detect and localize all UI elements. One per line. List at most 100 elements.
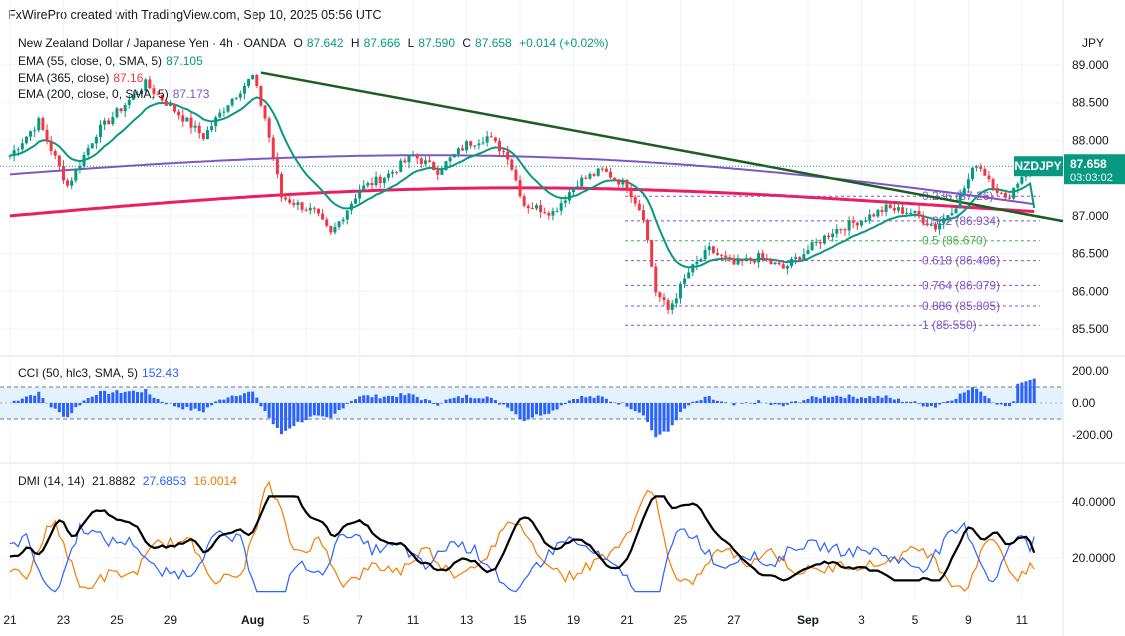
time-tick-label: 5: [912, 613, 919, 627]
cci-bar: [222, 399, 226, 403]
candle-body: [366, 182, 370, 186]
ema55-line: [9, 96, 1036, 269]
cci-bar: [757, 400, 761, 403]
dmi-tick-label: 20.0000: [1072, 551, 1116, 565]
currency-label[interactable]: JPY: [1081, 36, 1104, 50]
ema365-value: 87.16: [113, 71, 144, 85]
candle-body: [296, 202, 300, 206]
candle-body: [929, 224, 933, 226]
cci-bar: [469, 397, 473, 403]
candle-body: [94, 136, 98, 144]
candle-body: [518, 180, 522, 197]
candle-body: [386, 173, 390, 178]
candle-body: [794, 257, 798, 259]
candle-body: [20, 143, 24, 150]
price-tag-value: 87.658: [1070, 157, 1107, 171]
candle-body: [720, 254, 724, 256]
cci-bar: [160, 401, 164, 403]
price-tick-label: 86.500: [1072, 247, 1109, 261]
cci-bar: [473, 398, 477, 403]
cci-tick-label: -200.00: [1072, 428, 1113, 442]
cci-bar: [29, 395, 33, 403]
cci-bar: [251, 391, 255, 403]
candle-body: [222, 111, 226, 113]
cci-bar: [308, 403, 312, 417]
symbol-tag: [1014, 156, 1063, 177]
cci-bar: [678, 403, 682, 413]
candle-body: [74, 169, 78, 181]
cci-bar: [156, 398, 160, 403]
cci-legend[interactable]: CCI (50, hlc3, SMA, 5) 152.43: [18, 366, 183, 380]
dmi-legend[interactable]: DMI (14, 14) 21.8882 27.6853 16.0014: [18, 474, 241, 488]
cci-bar: [263, 403, 267, 412]
candle-body: [744, 258, 748, 262]
cci-bar: [641, 403, 645, 416]
fib-level-label: 0.886 (85.805): [922, 299, 1000, 313]
cci-bar: [855, 398, 859, 403]
cci-bar: [148, 394, 152, 403]
ema55-value: 87.105: [166, 54, 203, 68]
ema365-legend[interactable]: EMA (365, close) 87.16: [18, 71, 147, 85]
candle-body: [966, 179, 970, 189]
low-value: 87.590: [418, 36, 455, 50]
candle-body: [609, 171, 613, 178]
cci-bar: [489, 397, 493, 403]
candle-body: [551, 210, 555, 216]
candle-body: [37, 118, 41, 131]
symbol-tag-label: NZDJPY: [1014, 159, 1061, 173]
time-tick-label: 21: [620, 613, 634, 627]
candle-body: [876, 209, 880, 217]
candle-body: [555, 210, 559, 212]
candle-body: [522, 196, 526, 206]
cci-bar: [802, 400, 806, 403]
candle-body: [66, 180, 70, 186]
candle-body: [769, 259, 773, 264]
cci-bar: [242, 393, 246, 403]
cci-bar: [547, 403, 551, 414]
cci-bar: [662, 403, 666, 432]
cci-bar: [1032, 378, 1036, 403]
candle-body: [1012, 187, 1016, 199]
candle-body: [1003, 193, 1007, 198]
cci-bar: [107, 393, 111, 403]
time-tick-label: 9: [965, 613, 972, 627]
candle-body: [567, 192, 571, 201]
cci-bar: [234, 396, 238, 403]
cci-bar: [539, 403, 543, 416]
ema55-legend[interactable]: EMA (55, close, 0, SMA, 5) 87.105: [18, 54, 207, 68]
candle-body: [284, 197, 288, 200]
candle-body: [497, 141, 501, 152]
cci-bar: [210, 403, 214, 406]
symbol-title: New Zealand Dollar / Japanese Yen · 4h ·…: [18, 36, 287, 50]
ema200-legend[interactable]: EMA (200, close, 0, SMA, 5) 87.173: [18, 87, 213, 101]
candle-body: [785, 266, 789, 269]
cci-bar: [950, 400, 954, 403]
cci-bar: [1012, 401, 1016, 403]
candle-body: [535, 205, 538, 209]
candle-body: [78, 166, 82, 170]
price-tick-label: 85.500: [1072, 322, 1109, 336]
candle-body: [979, 166, 983, 169]
cci-bar: [835, 395, 839, 403]
candle-body: [90, 143, 94, 149]
candle-body: [107, 120, 111, 125]
candle-body: [621, 179, 625, 185]
cci-bar: [395, 396, 399, 403]
cci-bar: [1016, 383, 1020, 403]
candle-body: [448, 157, 452, 162]
cci-bar: [205, 403, 209, 408]
cci-bar: [806, 398, 810, 403]
cci-bar: [415, 397, 419, 403]
cci-bar: [831, 396, 835, 403]
cci-bar: [744, 402, 748, 403]
trend-line: [260, 71, 1064, 223]
candle-body: [391, 171, 395, 174]
cci-bar: [979, 391, 983, 403]
cci-bar: [312, 403, 316, 416]
cci-bar: [576, 398, 580, 403]
fib-level-label: 0.382 (86.934): [922, 214, 1000, 228]
candle-body: [345, 210, 349, 220]
cci-bar: [695, 400, 699, 403]
cci-bar: [497, 403, 501, 405]
